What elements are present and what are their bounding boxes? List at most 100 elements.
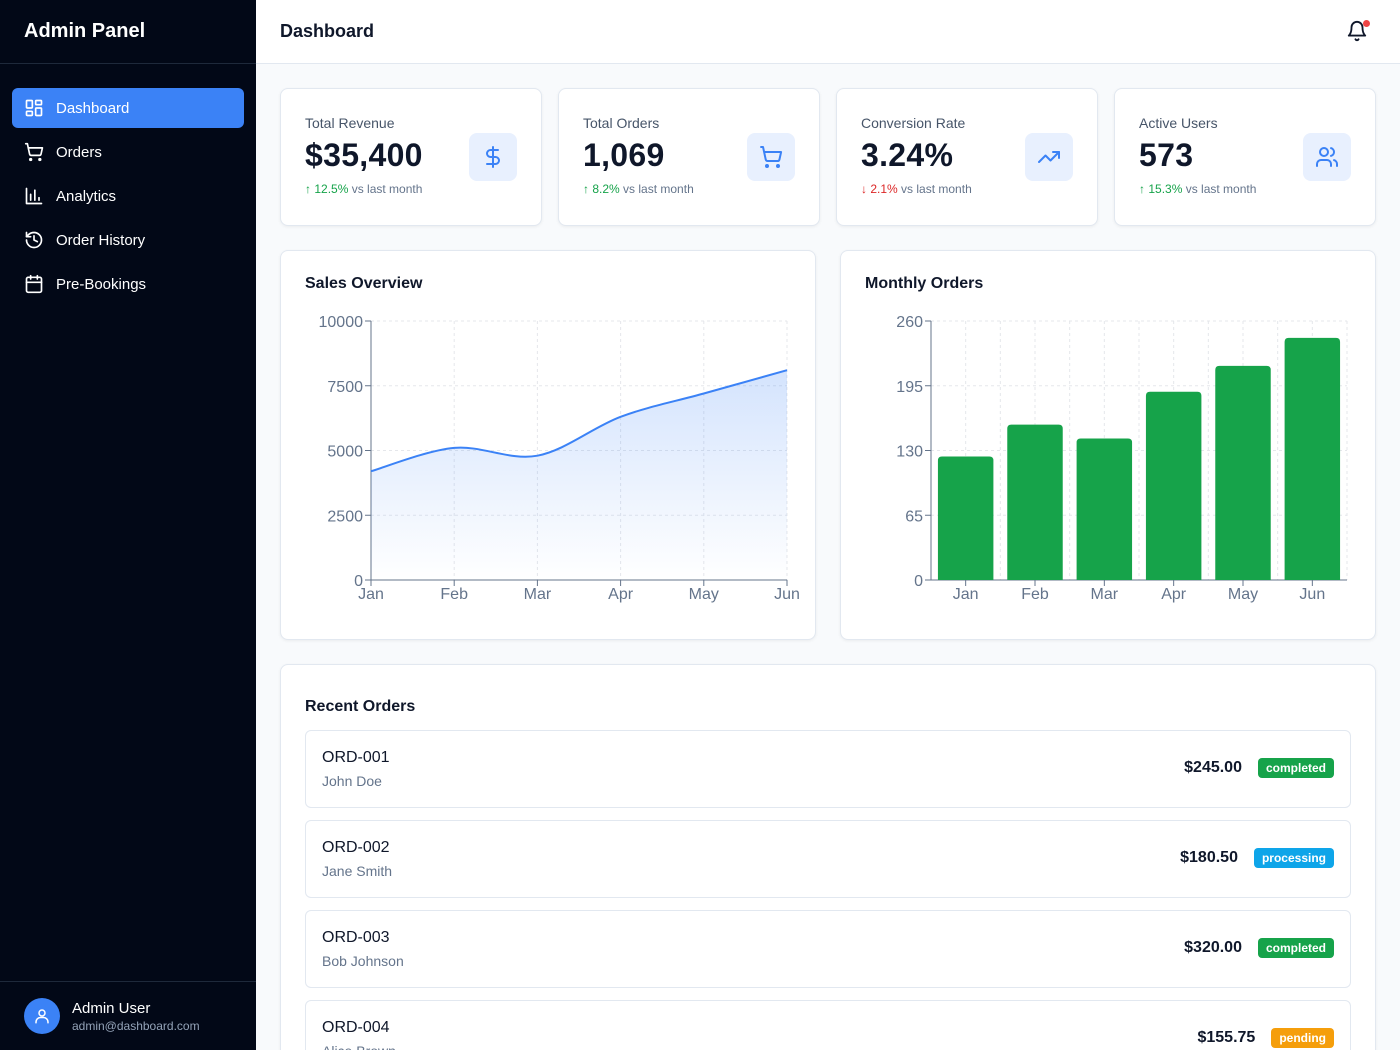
y-tick-label: 260	[896, 314, 923, 331]
x-tick-label: Mar	[524, 586, 552, 603]
stat-change: ↓ 2.1% vs last month	[861, 182, 972, 196]
bar-mar	[1076, 438, 1133, 580]
order-customer: Jane Smith	[322, 863, 393, 879]
avatar	[24, 998, 60, 1034]
order-row[interactable]: ORD-002 Jane Smith $180.50 processing	[305, 820, 1351, 898]
stat-value: 3.24%	[861, 137, 954, 173]
x-tick-label: May	[1228, 586, 1258, 603]
order-row[interactable]: ORD-001 John Doe $245.00 completed	[305, 730, 1351, 808]
sidebar-item-label: Analytics	[56, 187, 117, 205]
chart-title: Monthly Orders	[865, 275, 984, 292]
sales-overview-chart: 0 2500 5000 7500 10000 Jan Feb Mar Apr May Jun	[319, 314, 800, 603]
x-tick-label: Jan	[953, 586, 979, 603]
order-row[interactable]: ORD-004 Alice Brown $155.75 pending	[305, 1000, 1351, 1050]
x-tick-label: Apr	[1161, 586, 1187, 603]
stat-value: $35,400	[305, 137, 423, 173]
area-fill	[371, 370, 787, 580]
page-title: Dashboard	[280, 21, 375, 41]
order-customer: Alice Brown	[322, 1043, 396, 1050]
sidebar-item-dashboard[interactable]: Dashboard	[12, 88, 244, 128]
order-id: ORD-002	[322, 839, 390, 856]
order-amount: $180.50	[1180, 849, 1238, 866]
stat-label: Total Orders	[583, 115, 660, 131]
x-tick-label: Feb	[440, 586, 468, 603]
y-tick-label: 7500	[327, 379, 363, 396]
series-line	[370, 369, 788, 473]
order-amount: $245.00	[1184, 759, 1242, 776]
x-tick-label: Mar	[1091, 586, 1119, 603]
stat-card-users: Active Users 573 ↑ 15.3% vs last month	[1114, 88, 1376, 226]
stat-value: 573	[1139, 137, 1194, 173]
recent-orders-card: Recent Orders ORD-001 John Doe $245.00 comp…	[280, 664, 1376, 1050]
y-tick-label: 0	[914, 573, 923, 590]
order-amount: $155.75	[1197, 1029, 1256, 1046]
stat-change: ↑ 15.3% vs last month	[1139, 182, 1257, 196]
sidebar: Admin Panel Dashboard Orders Analytics O…	[0, 0, 256, 1050]
sidebar-item-label: Dashboard	[56, 99, 130, 117]
stat-value: 1,069	[583, 137, 665, 173]
dashboard-icon	[24, 98, 44, 118]
stat-label: Active Users	[1139, 115, 1218, 131]
history-icon	[24, 230, 44, 250]
user-profile[interactable]: Admin User admin@dashboard.com	[0, 981, 256, 1050]
order-id: ORD-003	[322, 929, 390, 946]
section-title: Recent Orders	[305, 698, 416, 715]
x-tick-label: Jun	[774, 586, 800, 603]
monthly-orders-card: 0 65 130 195 260 Jan Feb Mar Apr May Jun Monthly O…	[840, 250, 1376, 640]
x-tick-label: May	[689, 586, 719, 603]
order-row[interactable]: ORD-003 Bob Johnson $320.00 completed	[305, 910, 1351, 988]
status-badge: completed	[1257, 758, 1334, 778]
notification-dot	[1363, 19, 1370, 27]
x-tick-label: Apr	[608, 586, 634, 603]
sidebar-item-order-history[interactable]: Order History	[12, 220, 244, 260]
sidebar-item-label: Orders	[56, 143, 102, 161]
user-icon	[35, 1009, 49, 1024]
brand-title: Admin Panel	[0, 0, 256, 64]
bar-may	[1215, 365, 1271, 580]
bell-icon	[1347, 20, 1367, 41]
y-tick-label: 0	[354, 573, 363, 590]
sidebar-item-label: Pre-Bookings	[56, 275, 147, 293]
x-tick-label: Jan	[358, 586, 384, 603]
x-tick-label: Jun	[1299, 586, 1325, 603]
sidebar-item-analytics[interactable]: Analytics	[12, 176, 244, 216]
bar-jun	[1284, 337, 1341, 580]
order-id: ORD-004	[322, 1019, 390, 1036]
monthly-orders-chart: 0 65 130 195 260 Jan Feb Mar Apr May Jun	[896, 314, 1348, 603]
calendar-icon	[24, 274, 44, 294]
order-customer: John Doe	[322, 773, 382, 789]
bar-feb	[1007, 424, 1063, 580]
cart-icon	[24, 142, 44, 162]
stat-change: ↑ 12.5% vs last month	[305, 182, 423, 196]
bar-jan	[937, 456, 994, 580]
stat-card-orders: Total Orders 1,069 ↑ 8.2% vs last month	[558, 88, 820, 226]
status-badge: completed	[1257, 938, 1334, 958]
status-badge: processing	[1253, 848, 1334, 868]
cart-icon	[747, 133, 795, 181]
dollar-icon	[469, 133, 517, 181]
sales-overview-card: 0 2500 5000 7500 10000 Jan Feb Mar Apr May Jun Sal…	[280, 250, 816, 640]
order-amount: $320.00	[1184, 939, 1242, 956]
sidebar-item-pre-bookings[interactable]: Pre-Bookings	[12, 264, 244, 304]
bar-chart-icon	[24, 186, 44, 206]
user-email: admin@dashboard.com	[72, 1018, 200, 1033]
stat-label: Conversion Rate	[861, 115, 966, 131]
stat-label: Total Revenue	[305, 115, 395, 131]
stat-change: ↑ 8.2% vs last month	[583, 182, 694, 196]
order-id: ORD-001	[322, 749, 390, 766]
y-tick-label: 5000	[327, 444, 363, 461]
sidebar-nav: Dashboard Orders Analytics Order History…	[0, 64, 256, 304]
status-badge: pending	[1271, 1028, 1334, 1048]
y-tick-label: 65	[905, 508, 923, 525]
y-tick-label: 2500	[327, 508, 363, 525]
notification-button[interactable]	[1346, 19, 1370, 44]
y-tick-label: 130	[896, 444, 923, 461]
y-tick-label: 10000	[319, 314, 364, 331]
bar-apr	[1145, 391, 1202, 580]
x-tick-label: Feb	[1021, 586, 1049, 603]
chart-title: Sales Overview	[305, 275, 423, 292]
sidebar-item-label: Order History	[56, 231, 146, 249]
y-tick-label: 195	[896, 379, 923, 396]
top-header: Dashboard	[256, 0, 1400, 64]
sidebar-item-orders[interactable]: Orders	[12, 132, 244, 172]
